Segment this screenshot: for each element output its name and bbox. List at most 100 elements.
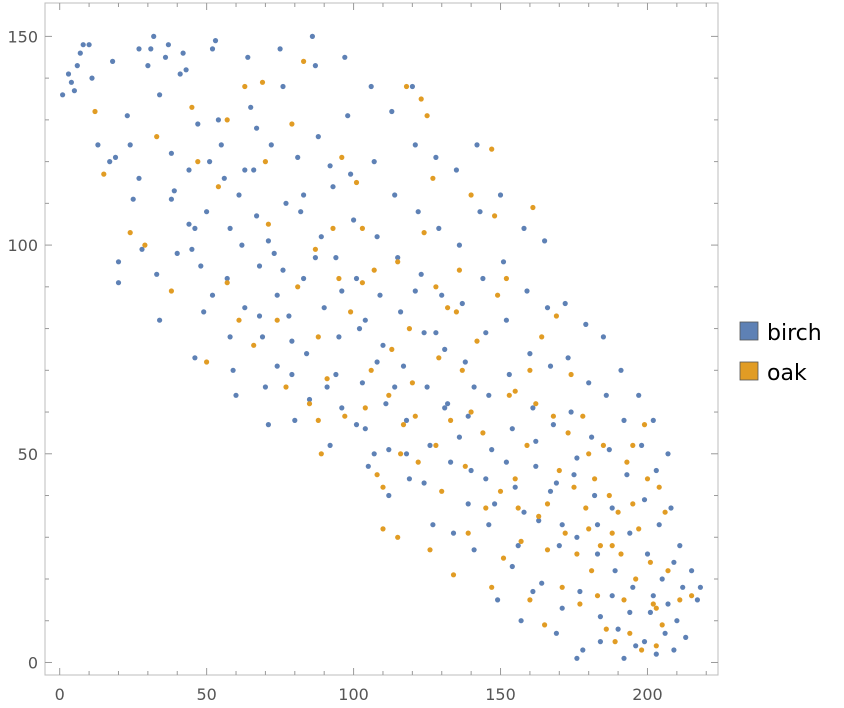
oak-point (398, 451, 404, 457)
oak-point (224, 280, 230, 286)
birch-point (312, 63, 318, 69)
birch-point (124, 113, 130, 119)
oak-point (312, 246, 318, 252)
birch-point (486, 522, 492, 528)
birch-point (60, 92, 66, 98)
birch-point (518, 618, 524, 624)
birch-point (471, 547, 477, 553)
birch-point (359, 380, 365, 386)
birch-point (330, 184, 336, 190)
birch-point (77, 50, 83, 56)
birch-point (289, 371, 295, 378)
birch-point (665, 451, 671, 457)
birch-point (201, 309, 207, 315)
birch-point (189, 246, 195, 252)
birch-point (615, 626, 621, 632)
oak-point (515, 505, 521, 511)
birch-point (227, 334, 233, 340)
birch-point (589, 434, 595, 440)
birch-point (274, 363, 280, 369)
data-points (60, 33, 704, 661)
birch-point (192, 225, 198, 231)
birch-point (403, 451, 410, 457)
oak-point (662, 509, 668, 515)
birch-point (339, 405, 345, 411)
birch-point (448, 459, 454, 465)
oak-point (677, 597, 683, 603)
oak-point (142, 242, 148, 248)
birch-point (148, 46, 154, 52)
birch-point (571, 472, 577, 478)
birch-point (71, 88, 77, 94)
oak-point (462, 463, 468, 469)
axis-tick-labels: 0 50 100 150 200 0 50 100 150 (7, 27, 662, 704)
birch-point (127, 142, 133, 148)
oak-point (580, 413, 586, 419)
birch-point (371, 451, 377, 457)
birch-point (533, 438, 539, 444)
birch-point (509, 563, 515, 570)
oak-point (330, 225, 336, 231)
birch-point (283, 200, 289, 206)
y-tick-label: 150 (7, 27, 38, 46)
birch-point (218, 142, 224, 148)
birch-point (600, 334, 607, 340)
oak-point (348, 309, 354, 315)
oak-point (542, 622, 548, 628)
birch-point (400, 363, 407, 369)
oak-point (430, 175, 436, 181)
oak-point (468, 409, 474, 415)
oak-point (536, 513, 542, 520)
birch-point (471, 384, 477, 390)
oak-point (512, 388, 518, 394)
birch-point (450, 530, 457, 536)
birch-point (324, 384, 330, 390)
birch-point (306, 396, 313, 403)
birch-point (268, 142, 274, 148)
oak-point (224, 117, 230, 123)
birch-point (265, 422, 271, 428)
oak-point (189, 104, 195, 110)
oak-point (295, 284, 301, 290)
legend-label-oak: oak (767, 361, 807, 386)
birch-point (421, 480, 427, 486)
birch-point (151, 33, 157, 40)
x-tick-label: 100 (338, 685, 369, 704)
oak-point (368, 367, 374, 373)
birch-point (503, 459, 509, 465)
oak-point (647, 559, 654, 565)
oak-point (524, 442, 530, 448)
birch-point (89, 75, 95, 81)
birch-point (477, 209, 483, 215)
birch-point (547, 363, 554, 369)
oak-point (689, 593, 695, 599)
birch-point (183, 67, 189, 73)
oak-point (445, 305, 451, 311)
birch-point (315, 134, 321, 140)
birch-point (436, 225, 442, 231)
birch-point (280, 267, 286, 273)
birch-point (633, 643, 639, 649)
birch-point (539, 580, 545, 586)
birch-point (583, 321, 589, 327)
birch-point (110, 58, 116, 64)
birch-point (292, 417, 298, 423)
oak-point (465, 530, 471, 536)
birch-point (271, 250, 277, 256)
birch-point (130, 196, 136, 202)
axis-ticks (45, 3, 718, 675)
birch-point (683, 634, 689, 641)
x-tick-label: 150 (485, 685, 516, 704)
birch-point (506, 371, 512, 378)
oak-point (544, 547, 551, 553)
birch-point (603, 392, 609, 398)
series-oak (92, 58, 695, 653)
birch-point (180, 50, 186, 56)
birch-point (530, 588, 536, 595)
birch-point (286, 313, 292, 319)
oak-point (127, 230, 133, 236)
oak-point (265, 221, 271, 227)
birch-point (468, 467, 474, 474)
birch-point (530, 405, 536, 411)
oak-point (386, 392, 392, 398)
